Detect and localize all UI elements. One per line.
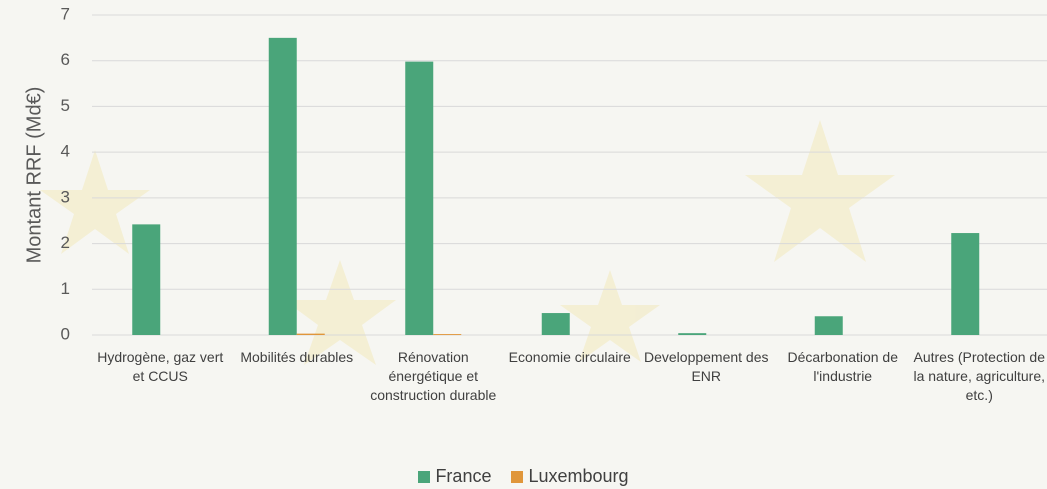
bar <box>678 333 707 335</box>
y-tick-label: 4 <box>61 142 70 161</box>
legend-swatch <box>418 470 431 483</box>
legend-swatch <box>511 470 524 483</box>
y-tick-label: 7 <box>61 4 70 23</box>
legend-item: France <box>418 466 491 487</box>
bar <box>268 37 297 335</box>
legend-item: Luxembourg <box>511 466 629 487</box>
bar <box>814 316 843 335</box>
y-tick-label: 1 <box>61 279 70 298</box>
y-axis-label: Montant RRF (Md€) <box>23 87 45 264</box>
legend-label: France <box>435 466 492 486</box>
x-tick-label: Developpement des ENR <box>643 349 769 384</box>
x-tick-label: Décarbonation de l'industrie <box>787 349 899 384</box>
bar <box>951 233 980 335</box>
y-tick-label: 0 <box>61 324 70 343</box>
x-tick-label: Rénovation énergétique et construction d… <box>370 349 497 403</box>
y-tick-label: 5 <box>61 96 70 115</box>
background-stars <box>40 120 895 365</box>
x-tick-label: Mobilités durables <box>240 349 354 365</box>
bar <box>541 313 570 335</box>
bar <box>433 334 462 335</box>
bar <box>296 333 325 335</box>
bar <box>132 224 161 335</box>
x-tick-label: Hydrogène, gaz vert et CCUS <box>97 349 224 384</box>
bar <box>405 61 434 335</box>
y-tick-label: 2 <box>61 233 70 252</box>
legend: France Luxembourg <box>0 466 1047 488</box>
y-tick-label: 3 <box>61 187 70 206</box>
x-tick-label: Economie circulaire <box>508 349 631 365</box>
legend-label: Luxembourg <box>528 466 629 486</box>
x-tick-label: Autres (Protection de la nature, agricul… <box>913 349 1046 403</box>
y-tick-label: 6 <box>61 50 70 69</box>
